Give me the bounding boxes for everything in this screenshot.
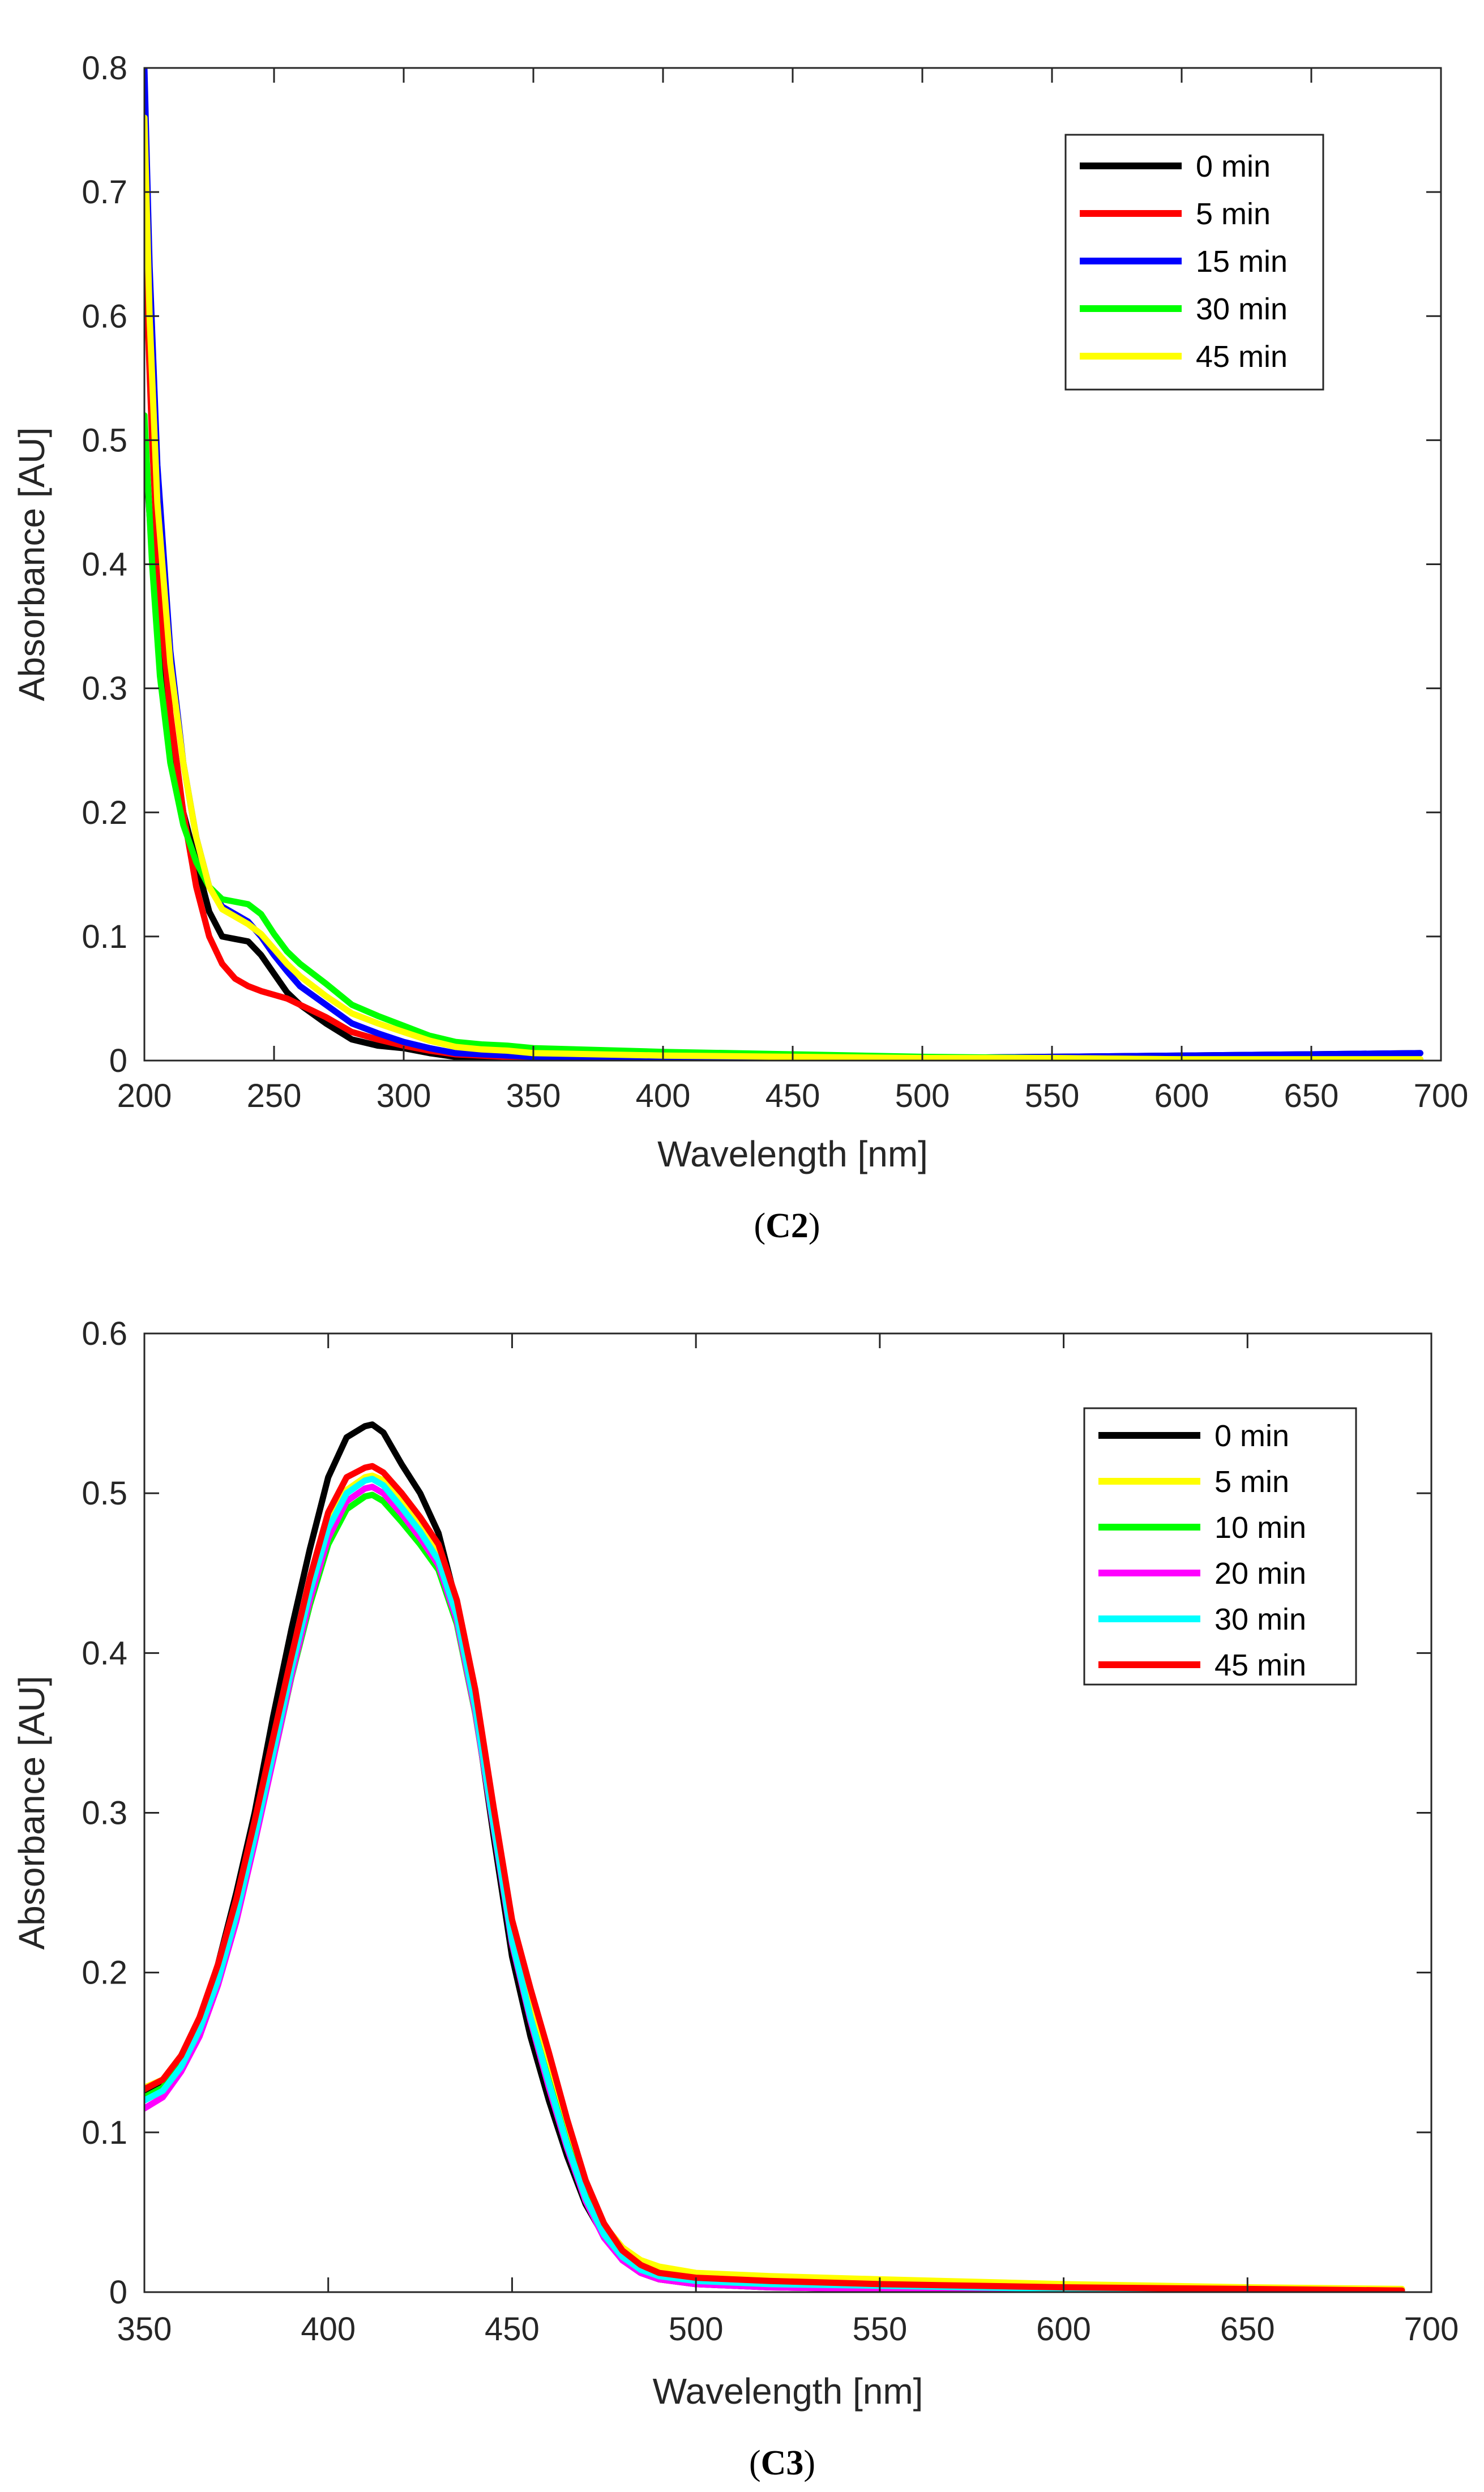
legend-label: 15 min — [1196, 245, 1288, 279]
legend-label: 30 min — [1196, 292, 1288, 326]
y-tick-label: 0.4 — [82, 546, 127, 583]
x-tick-label: 700 — [1414, 1078, 1469, 1114]
x-tick-label: 600 — [1154, 1078, 1209, 1114]
x-axis-label: Wavelength [nm] — [653, 2371, 923, 2412]
y-tick-label: 0.8 — [82, 50, 127, 87]
y-tick-label: 0.5 — [82, 422, 127, 459]
x-tick-label: 700 — [1404, 2311, 1459, 2348]
x-tick-label: 450 — [485, 2311, 540, 2348]
caption-paren-close: ) — [809, 1207, 820, 1245]
series-line-45-min — [144, 1463, 1405, 2292]
legend-box — [1083, 1407, 1357, 1686]
legend-label: 45 min — [1196, 340, 1288, 374]
x-tick-label: 200 — [117, 1078, 172, 1114]
x-tick-label: 650 — [1220, 2311, 1275, 2348]
legend-label: 20 min — [1214, 1557, 1306, 1591]
legend-label: 10 min — [1214, 1511, 1306, 1545]
y-tick-label: 0.6 — [82, 298, 127, 335]
legend-label: 0 min — [1214, 1419, 1289, 1453]
y-tick-label: 0.3 — [82, 1795, 127, 1832]
chart-panel-bt: 200 250 300 350 400 450 500 550 600 650 700 0 0.1 0.2… — [11, 50, 1468, 1245]
x-tick-label: 500 — [669, 2311, 724, 2348]
x-tick-label: 550 — [1025, 1078, 1080, 1114]
y-tick-label: 0 — [109, 1042, 127, 1079]
legend-label: 5 min — [1214, 1465, 1289, 1499]
x-tick-label: 450 — [765, 1078, 820, 1114]
y-tick-label: 0.5 — [82, 1475, 127, 1512]
series-group — [144, 1421, 1405, 2292]
legend-label: 45 min — [1214, 1648, 1306, 1682]
x-tick-label: 650 — [1284, 1078, 1339, 1114]
series-line-45-min — [144, 114, 1423, 1061]
y-tick-label: 0.1 — [82, 2114, 127, 2151]
y-tick-label: 0.1 — [82, 918, 127, 955]
x-tick-label: 350 — [506, 1078, 561, 1114]
legend: 0 min 5 min 10 min 20 min 30 min 45 min — [1083, 1407, 1357, 1686]
figure-caption: (C3) — [749, 2444, 815, 2482]
caption-paren-open: ( — [754, 1207, 765, 1245]
legend: 0 min 5 min 15 min 30 min 45 min — [1064, 134, 1324, 391]
x-tick-label: 550 — [852, 2311, 907, 2348]
y-axis-label: Absorbance [AU] — [11, 1676, 52, 1950]
x-tick-label: 600 — [1036, 2311, 1091, 2348]
series-group — [144, 68, 1423, 1061]
y-tick-label: 0 — [109, 2274, 127, 2311]
x-tick-label: 250 — [247, 1078, 302, 1114]
caption-paren-open: ( — [749, 2444, 761, 2482]
y-tick-label: 0.4 — [82, 1635, 127, 1672]
legend-label: 30 min — [1214, 1602, 1306, 1636]
x-tick-label: 350 — [117, 2311, 172, 2348]
x-tick-label: 500 — [895, 1078, 950, 1114]
y-tick-label: 0.6 — [82, 1315, 127, 1352]
series-line-30-min — [144, 1476, 1405, 2292]
y-axis-label: Absorbance [AU] — [11, 428, 52, 702]
caption-paren-close: ) — [803, 2444, 815, 2482]
legend-label: 5 min — [1196, 197, 1271, 231]
figure-caption: (C2) — [754, 1207, 820, 1245]
x-axis-label: Wavelength [nm] — [657, 1134, 928, 1174]
x-tick-label: 400 — [301, 2311, 356, 2348]
caption-label: C3 — [761, 2444, 804, 2482]
y-tick-label: 0.3 — [82, 670, 127, 707]
y-tick-label: 0.2 — [82, 794, 127, 831]
y-tick-label: 0.7 — [82, 174, 127, 211]
x-tick-label: 300 — [377, 1078, 431, 1114]
y-tick-label: 0.2 — [82, 1955, 127, 1991]
x-tick-label: 400 — [636, 1078, 691, 1114]
legend-label: 0 min — [1196, 149, 1271, 183]
caption-label: C2 — [765, 1207, 809, 1245]
chart-panel-rh-dpbf: 350 400 450 500 550 600 650 700 0 0.1 0.2 0.3 0.4 0.5… — [11, 1315, 1459, 2482]
